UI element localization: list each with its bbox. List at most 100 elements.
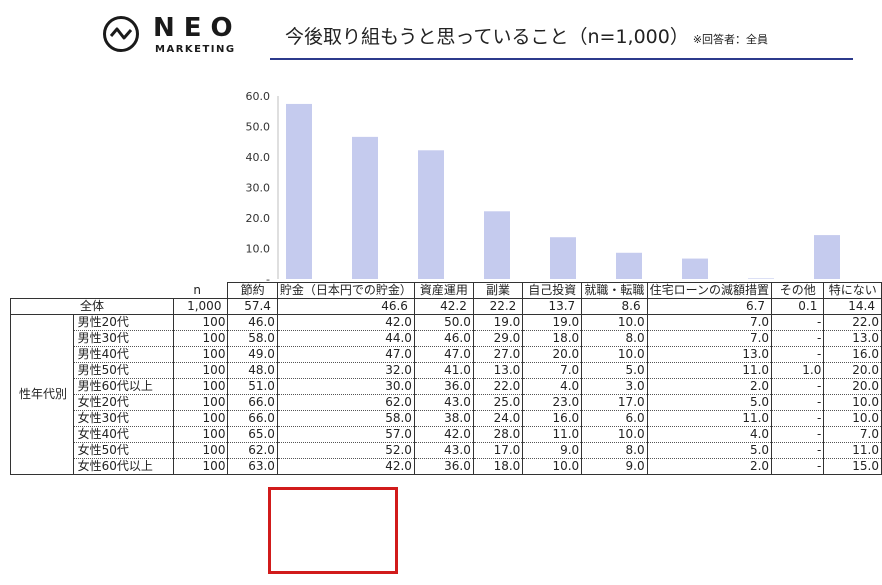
cell-value: 27.0 — [472, 346, 524, 363]
total-value: 6.7 — [646, 298, 773, 315]
cell-value: 15.0 — [823, 458, 882, 475]
cell-value: - — [771, 410, 825, 427]
neo-marketing-logo: NEO MARKETING — [103, 13, 263, 61]
column-header: 貯金（日本円での貯金） — [276, 282, 415, 299]
cell-value: 32.0 — [276, 362, 415, 379]
cell-value: - — [771, 346, 825, 363]
page-title: 今後取り組もうと思っていること（n=1,000） ※回答者：全員 — [285, 22, 768, 49]
cell-value: 5.0 — [646, 442, 773, 459]
cell-value: 3.0 — [581, 378, 648, 395]
bar — [814, 235, 840, 279]
bar — [616, 252, 642, 279]
table-row: 女性40代 100 65.0 57.0 42.0 28.0 11.0 10.0 4.0-7.0 — [11, 426, 882, 443]
y-tick-label: 40.0 — [246, 151, 271, 164]
cell-value: 19.0 — [472, 314, 524, 331]
row-label: 男性20代 — [72, 314, 174, 331]
table-row: 女性30代 100 66.0 58.0 38.0 24.0 16.0 6.0 11.0-10.0 — [11, 410, 882, 427]
cell-value: 17.0 — [581, 394, 648, 411]
total-value: 22.2 — [472, 298, 524, 315]
cell-value: 24.0 — [472, 410, 524, 427]
cell-value: 43.0 — [413, 442, 474, 459]
cell-value: 30.0 — [276, 378, 415, 395]
row-n: 100 — [172, 378, 229, 395]
cell-value: 38.0 — [413, 410, 474, 427]
cell-value: 17.0 — [472, 442, 524, 459]
group-label: 性年代別 — [10, 314, 74, 475]
cell-value: 10.0 — [581, 314, 648, 331]
total-label: 全体 — [10, 298, 174, 315]
cell-value: 4.0 — [522, 378, 583, 395]
row-n: 100 — [172, 394, 229, 411]
row-label: 男性60代以上 — [72, 378, 174, 395]
logo-name: NEO — [153, 13, 242, 43]
cell-value: 58.0 — [276, 410, 415, 427]
cell-value: 41.0 — [413, 362, 474, 379]
cell-value: 57.0 — [276, 426, 415, 443]
row-n: 100 — [172, 314, 229, 331]
table-row: 性年代別 男性20代 100 46.0 42.0 50.0 19.0 19.0 10.0 7.0-… — [10, 314, 882, 475]
cell-value: 13.0 — [646, 346, 773, 363]
cell-value: 36.0 — [413, 378, 474, 395]
y-tick-label: 60.0 — [246, 90, 271, 103]
cell-value: 13.0 — [823, 330, 882, 347]
logo-subtitle: MARKETING — [155, 44, 236, 55]
cell-value: - — [771, 330, 825, 347]
cell-value: 10.0 — [522, 458, 583, 475]
bar — [550, 237, 576, 279]
y-tick-label: 30.0 — [246, 182, 271, 195]
y-tick-label: 10.0 — [246, 243, 271, 256]
total-value: 8.6 — [581, 298, 648, 315]
cell-value: 36.0 — [413, 458, 474, 475]
column-header: 住宅ローンの減額措置 — [646, 282, 773, 299]
table-row: 女性60代以上 100 63.0 42.0 36.0 18.0 10.0 9.0 2.0-15.… — [11, 458, 882, 475]
column-header: 資産運用 — [413, 282, 474, 299]
cell-value: 25.0 — [472, 394, 524, 411]
cell-value: 9.0 — [522, 442, 583, 459]
cell-value: 58.0 — [227, 330, 278, 347]
cell-value: - — [771, 442, 825, 459]
table-row: 男性50代 100 48.0 32.0 41.0 13.0 7.0 5.0 11.0 1.0 20.… — [11, 362, 882, 379]
cell-value: 18.0 — [522, 330, 583, 347]
total-value: 14.4 — [823, 298, 882, 315]
row-label: 男性50代 — [72, 362, 174, 379]
bar — [682, 258, 708, 279]
total-value: 42.2 — [413, 298, 474, 315]
cell-value: 7.0 — [646, 330, 773, 347]
column-header: その他 — [771, 282, 825, 299]
cell-value: 2.0 — [646, 458, 773, 475]
cell-value: 7.0 — [646, 314, 773, 331]
cell-value: - — [771, 426, 825, 443]
cell-value: 47.0 — [276, 346, 415, 363]
cell-value: - — [771, 394, 825, 411]
cell-value: 49.0 — [227, 346, 278, 363]
data-table: n 節約 貯金（日本円での貯金） 資産運用 副業 自己投資 就職・転職 住宅ローンの減額措置そ… — [10, 282, 882, 475]
cell-value: 65.0 — [227, 426, 278, 443]
total-value: 57.4 — [227, 298, 278, 315]
bar — [286, 103, 312, 280]
row-n: 100 — [172, 346, 229, 363]
row-n: 100 — [172, 426, 229, 443]
cell-value: 46.0 — [413, 330, 474, 347]
total-value: 13.7 — [522, 298, 583, 315]
row-n: 100 — [172, 458, 229, 475]
cell-value: 7.0 — [522, 362, 583, 379]
row-n: 100 — [172, 330, 229, 347]
cell-value: 22.0 — [472, 378, 524, 395]
row-label: 男性40代 — [72, 346, 174, 363]
row-label: 男性30代 — [72, 330, 174, 347]
cell-value: 47.0 — [413, 346, 474, 363]
title-main: 今後取り組もうと思っていること（n=1,000） — [285, 26, 689, 48]
table-row: 男性30代 100 58.0 44.0 46.0 29.0 18.0 8.0 7.0-13.0 — [11, 330, 882, 347]
row-label: 女性30代 — [72, 410, 174, 427]
cell-value: 29.0 — [472, 330, 524, 347]
column-header: 特にない — [823, 282, 882, 299]
cell-value: 20.0 — [522, 346, 583, 363]
table-row: 男性40代 100 49.0 47.0 47.0 27.0 20.0 10.0 13.0-16.… — [11, 346, 882, 363]
cell-value: 5.0 — [581, 362, 648, 379]
cell-value: 62.0 — [276, 394, 415, 411]
cell-value: 63.0 — [227, 458, 278, 475]
row-label: 女性40代 — [72, 426, 174, 443]
bar-chart: 60.0 50.0 40.0 30.0 20.0 10.0 - — [246, 90, 840, 286]
cell-value: 8.0 — [581, 442, 648, 459]
cell-value: 10.0 — [581, 426, 648, 443]
